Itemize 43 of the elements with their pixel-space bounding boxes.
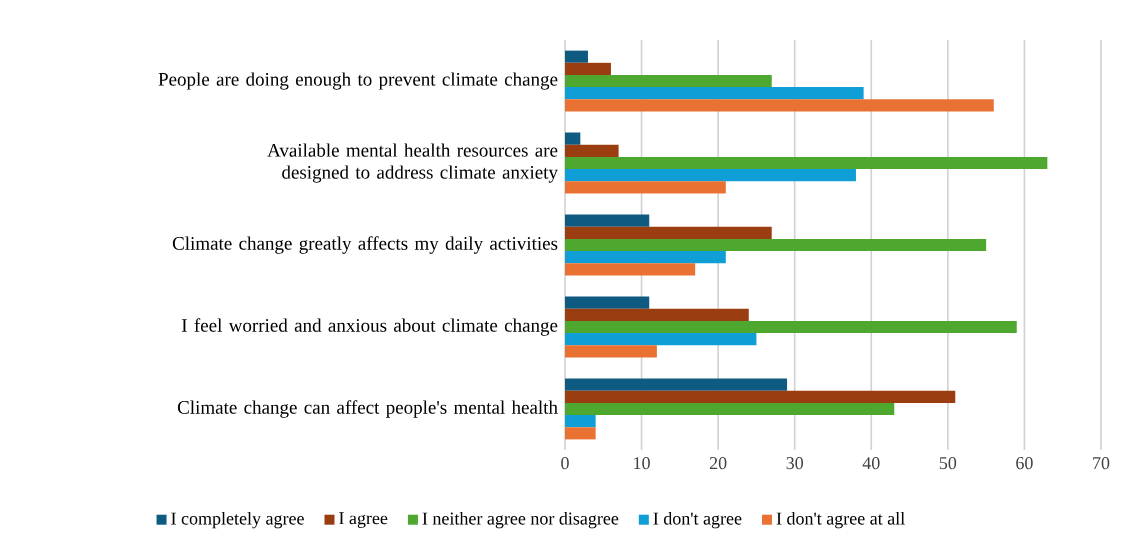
legend-label: I agree	[339, 512, 388, 528]
y-tick-label: People are doing enough to prevent climate change	[158, 72, 558, 90]
bar	[565, 62, 611, 75]
legend-label: I don't agree at all	[776, 511, 905, 529]
x-tick-label: 60	[1016, 457, 1033, 470]
bar	[565, 427, 596, 440]
bar	[565, 99, 994, 112]
bar	[565, 251, 726, 264]
bar	[565, 87, 864, 100]
bar	[565, 238, 987, 252]
bar	[565, 378, 788, 391]
bar	[565, 169, 856, 182]
x-tick-label: 40	[862, 457, 880, 470]
legend-label: I completely agree	[171, 511, 304, 529]
bar	[565, 132, 581, 145]
y-tick-label: Available mental health resources are designed to address climate anxiety	[267, 143, 558, 183]
x-tick-label: 10	[634, 457, 650, 470]
y-tick-label: Climate change can affect people's mental health	[177, 400, 558, 418]
x-tick-label: 30	[786, 457, 804, 470]
x-tick-label: 20	[709, 457, 727, 470]
y-tick-label: I feel worried and anxious about climate change	[181, 318, 558, 336]
bar	[565, 345, 657, 358]
bar	[565, 214, 650, 227]
bar	[565, 415, 596, 428]
bar	[565, 263, 696, 276]
y-tick-label: Climate change greatly affects my daily activities	[172, 236, 558, 254]
bar	[565, 308, 749, 321]
bar	[565, 333, 757, 346]
legend-label: I don't agree	[653, 511, 742, 529]
bar	[565, 320, 1017, 334]
bar	[565, 50, 588, 63]
bar	[565, 226, 772, 239]
bar	[565, 296, 650, 309]
bar	[565, 156, 1048, 170]
bar	[565, 144, 619, 157]
bar	[565, 390, 956, 403]
legend-label: I neither agree nor disagree	[422, 511, 619, 529]
bar	[565, 402, 895, 416]
bar	[565, 74, 772, 88]
x-tick-label: 0	[561, 457, 569, 470]
x-tick-label: 70	[1093, 457, 1110, 470]
x-tick-label: 50	[939, 457, 957, 470]
bar	[565, 181, 726, 194]
